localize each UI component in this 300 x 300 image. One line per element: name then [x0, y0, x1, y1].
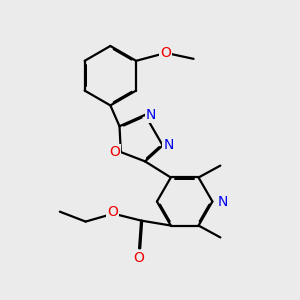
- Text: O: O: [134, 251, 145, 265]
- Text: O: O: [107, 205, 118, 219]
- Text: O: O: [110, 145, 120, 159]
- Text: N: N: [146, 108, 156, 122]
- Text: O: O: [160, 46, 171, 60]
- Text: N: N: [217, 194, 227, 208]
- Text: N: N: [164, 139, 174, 152]
